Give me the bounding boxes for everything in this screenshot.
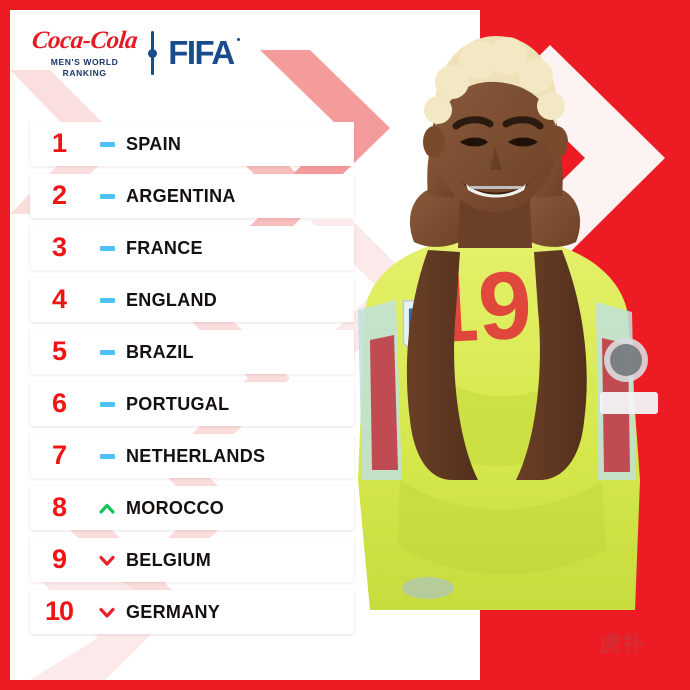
fifa-logo: FIFA — [168, 34, 240, 72]
coca-cola-logo: Coca-Cola MEN'S WORLD RANKING — [30, 27, 139, 78]
table-row[interactable]: 3 FRANCE — [30, 226, 354, 270]
country-name: NETHERLANDS — [126, 445, 266, 466]
rank-position: 9 — [51, 543, 67, 574]
dash-icon — [88, 349, 126, 355]
dash-icon — [88, 453, 126, 459]
table-row[interactable]: 10 GERMANY — [30, 590, 354, 634]
country-name: ENGLAND — [126, 289, 218, 310]
rank-position: 7 — [51, 439, 67, 470]
logo-divider-icon — [148, 31, 158, 76]
country-name: ARGENTINA — [126, 185, 236, 206]
rank-position: 10 — [44, 595, 74, 626]
poster-stage: 19 — [10, 10, 680, 680]
country-name: GERMANY — [126, 601, 221, 622]
table-row[interactable]: 1 SPAIN — [30, 122, 354, 166]
player-photo: 19 — [358, 36, 658, 610]
country-name: MOROCCO — [126, 497, 225, 518]
country-name: SPAIN — [126, 133, 182, 154]
dash-icon — [88, 193, 126, 199]
table-row[interactable]: 5 BRAZIL — [30, 330, 354, 374]
country-name: BELGIUM — [126, 549, 212, 570]
coca-cola-wordmark: Coca-Cola — [30, 27, 139, 54]
rank-position: 5 — [51, 335, 67, 366]
table-row[interactable]: 2 ARGENTINA — [30, 174, 354, 218]
rank-position: 1 — [51, 127, 67, 158]
table-row[interactable]: 8 MOROCCO — [30, 486, 354, 530]
chevron-down-icon — [88, 607, 126, 618]
rank-position: 3 — [51, 231, 67, 262]
dash-icon — [88, 245, 126, 251]
table-row[interactable]: 7 NETHERLANDS — [30, 434, 354, 478]
table-row[interactable]: 4 ENGLAND — [30, 278, 354, 322]
table-row[interactable]: 6 PORTUGAL — [30, 382, 354, 426]
country-name: FRANCE — [126, 237, 203, 258]
chevron-up-icon — [88, 503, 126, 514]
rank-position: 6 — [51, 387, 67, 418]
country-name: BRAZIL — [126, 341, 194, 362]
subtitle-line-1: MEN'S WORLD — [50, 57, 119, 67]
ranking-list: 1 SPAIN 2 ARGENTINA 3 FRANCE 4 ENGLAND 5 — [30, 122, 354, 642]
table-row[interactable]: 9 BELGIUM — [30, 538, 354, 582]
country-name: PORTUGAL — [126, 393, 230, 414]
dash-icon — [88, 297, 126, 303]
ranking-subtitle: MEN'S WORLD RANKING — [51, 57, 119, 78]
rank-position: 4 — [51, 283, 67, 314]
rank-position: 8 — [51, 491, 67, 522]
dash-icon — [88, 401, 126, 407]
chevron-down-icon — [88, 555, 126, 566]
dash-icon — [88, 141, 126, 147]
brand-header: Coca-Cola MEN'S WORLD RANKING FIFA — [30, 27, 240, 78]
rank-position: 2 — [51, 179, 67, 210]
subtitle-line-2: RANKING — [62, 67, 107, 78]
